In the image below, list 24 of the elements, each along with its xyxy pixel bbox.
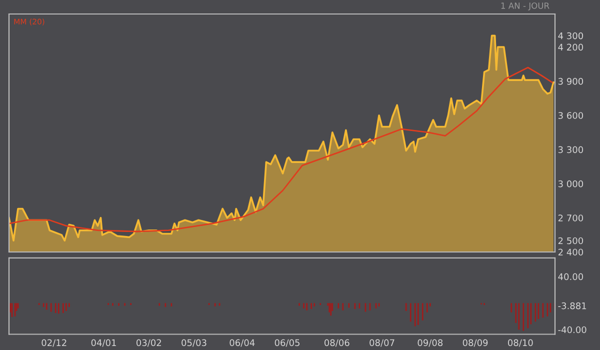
x-tick-label: 05/03 <box>182 339 206 347</box>
y-tick-label: 4 200 <box>558 44 584 51</box>
y-tick-label: 2 700 <box>558 214 584 222</box>
y-tick-label: 3 300 <box>558 146 584 154</box>
x-tick-label: 08/07 <box>370 339 394 347</box>
chart-subtitle: 1 AN - JOUR <box>501 2 550 10</box>
y-tick-label: 2 400 <box>558 248 584 256</box>
y-tick-label: -3.881 <box>558 302 586 310</box>
y-tick-label: 4 300 <box>558 32 584 40</box>
x-tick-label: 04/01 <box>91 339 116 347</box>
y-tick-label: 3 600 <box>558 112 584 119</box>
x-tick-label: 03/02 <box>136 339 161 347</box>
x-tick-label: 02/12 <box>42 339 66 347</box>
x-tick-label: 08/06 <box>324 339 350 347</box>
y-tick-label: 3 900 <box>558 78 584 85</box>
x-tick-label: 06/05 <box>274 339 300 347</box>
x-tick-label: 06/04 <box>230 339 255 347</box>
y-tick-label: 2 500 <box>558 237 584 244</box>
x-tick-label: 08/10 <box>508 339 533 347</box>
y-tick-label: 40.00 <box>558 273 584 280</box>
x-tick-label: 09/08 <box>418 339 443 347</box>
x-tick-label: 08/09 <box>462 339 488 347</box>
y-tick-label: 3 000 <box>558 180 584 188</box>
y-tick-label: -40.00 <box>558 326 586 334</box>
